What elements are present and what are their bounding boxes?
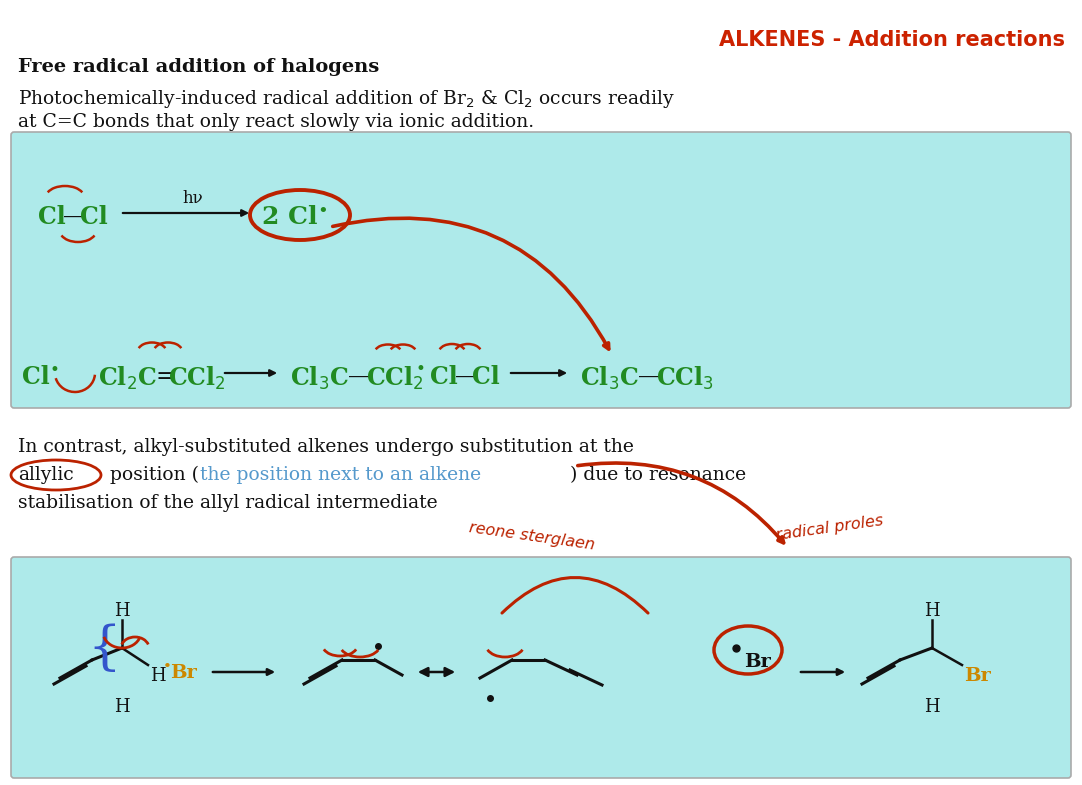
Text: —: — (348, 365, 371, 388)
Text: hν: hν (182, 190, 202, 207)
Text: Br: Br (964, 667, 991, 685)
Text: Cl: Cl (430, 365, 458, 389)
Text: CCl$_2$: CCl$_2$ (168, 365, 226, 392)
Text: •: • (415, 361, 425, 378)
Text: Cl$_3$C: Cl$_3$C (290, 365, 348, 392)
Text: allylic: allylic (18, 466, 74, 484)
Text: •: • (163, 660, 172, 674)
Text: Br: Br (170, 664, 197, 682)
Text: reone sterglaen: reone sterglaen (469, 520, 596, 553)
Text: Cl$_2$C: Cl$_2$C (98, 365, 157, 392)
Text: {: { (88, 623, 121, 674)
Text: CCl$_2$: CCl$_2$ (366, 365, 424, 392)
FancyBboxPatch shape (11, 557, 1071, 778)
Text: the position next to an alkene: the position next to an alkene (200, 466, 481, 484)
Text: ALKENES - Addition reactions: ALKENES - Addition reactions (720, 30, 1065, 50)
FancyBboxPatch shape (11, 132, 1071, 408)
Text: ) due to resonance: ) due to resonance (570, 466, 747, 484)
Text: —: — (63, 205, 87, 228)
Text: Photochemically-induced radical addition of Br$_2$ & Cl$_2$ occurs readily: Photochemically-induced radical addition… (18, 88, 675, 110)
Text: •: • (317, 203, 328, 221)
Text: radical proles: radical proles (775, 513, 884, 543)
Text: Br: Br (744, 653, 770, 671)
Text: Cl: Cl (22, 365, 50, 389)
Text: Free radical addition of halogens: Free radical addition of halogens (18, 58, 380, 76)
Text: 2 Cl: 2 Cl (262, 205, 317, 229)
Text: position (: position ( (104, 466, 199, 484)
Text: =: = (155, 365, 175, 388)
Text: •: • (49, 362, 58, 379)
Text: CCl$_3$: CCl$_3$ (656, 365, 714, 392)
Text: at C=C bonds that only react slowly via ionic addition.: at C=C bonds that only react slowly via … (18, 113, 535, 131)
Text: Cl: Cl (38, 205, 66, 229)
Text: H: H (924, 698, 940, 716)
Text: H: H (150, 667, 166, 685)
Text: H: H (924, 602, 940, 620)
Text: Cl: Cl (80, 205, 108, 229)
Text: H: H (115, 698, 130, 716)
Text: Cl: Cl (472, 365, 500, 389)
Text: —: — (456, 365, 478, 388)
Text: —: — (638, 365, 661, 388)
Text: In contrast, alkyl-substituted alkenes undergo substitution at the: In contrast, alkyl-substituted alkenes u… (18, 438, 634, 456)
Text: Cl$_3$C: Cl$_3$C (580, 365, 638, 392)
Text: stabilisation of the allyl radical intermediate: stabilisation of the allyl radical inter… (18, 494, 437, 512)
Text: H: H (115, 602, 130, 620)
